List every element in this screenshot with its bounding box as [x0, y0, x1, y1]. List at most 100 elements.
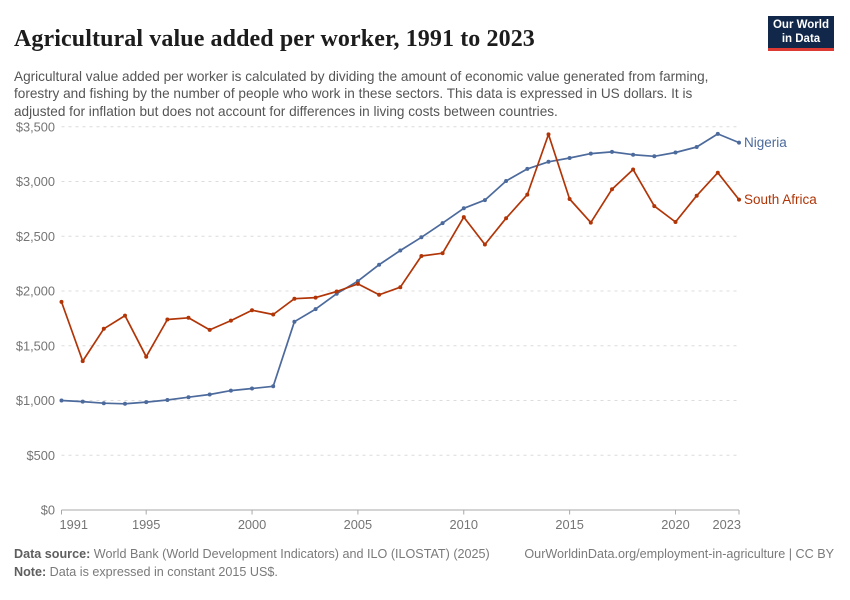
data-point-south-africa[interactable] [80, 359, 85, 364]
owid-logo: Our World in Data [768, 16, 834, 51]
data-point-nigeria[interactable] [292, 319, 297, 324]
data-point-south-africa[interactable] [694, 193, 699, 198]
data-point-nigeria[interactable] [715, 131, 720, 136]
data-point-nigeria[interactable] [398, 248, 403, 253]
data-point-south-africa[interactable] [504, 216, 509, 221]
data-point-nigeria[interactable] [588, 151, 593, 156]
y-axis-label: $2,000 [16, 284, 55, 299]
page-title: Agricultural value added per worker, 199… [14, 26, 535, 53]
note-label: Note: [14, 565, 47, 579]
data-point-nigeria[interactable] [673, 150, 678, 155]
y-axis-label: $1,000 [16, 393, 55, 408]
data-point-south-africa[interactable] [207, 327, 212, 332]
data-source-text: Data source: World Bank (World Developme… [14, 545, 490, 563]
data-point-nigeria[interactable] [59, 398, 64, 403]
data-point-south-africa[interactable] [546, 132, 551, 137]
data-point-south-africa[interactable] [228, 318, 233, 323]
data-source-label: Data source: [14, 547, 91, 561]
data-point-nigeria[interactable] [228, 388, 233, 393]
x-axis-label: 2020 [661, 517, 689, 532]
data-point-nigeria[interactable] [186, 395, 191, 400]
series-label-nigeria[interactable]: Nigeria [744, 135, 787, 150]
footer-source-line: Data source: World Bank (World Developme… [14, 545, 834, 563]
data-point-south-africa[interactable] [334, 289, 339, 294]
data-point-nigeria[interactable] [207, 392, 212, 397]
data-point-nigeria[interactable] [504, 179, 509, 183]
y-axis-label: $1,500 [16, 338, 55, 353]
y-axis-label: $0 [41, 503, 55, 518]
data-point-south-africa[interactable] [419, 254, 424, 258]
data-point-south-africa[interactable] [652, 204, 657, 209]
x-axis-label: 2000 [238, 517, 266, 532]
data-point-south-africa[interactable] [186, 315, 191, 320]
note-value: Data is expressed in constant 2015 US$. [46, 565, 278, 579]
data-point-nigeria[interactable] [419, 235, 424, 240]
data-point-south-africa[interactable] [588, 220, 593, 225]
data-point-nigeria[interactable] [165, 398, 170, 402]
data-point-nigeria[interactable] [461, 206, 466, 211]
owid-url-link[interactable]: OurWorldinData.org/employment-in-agricul… [524, 547, 834, 561]
data-point-nigeria[interactable] [144, 400, 149, 405]
chart-subtitle: Agricultural value added per worker is c… [14, 68, 709, 119]
owid-logo-line1: Our World [772, 19, 829, 31]
data-point-nigeria[interactable] [377, 262, 382, 267]
data-point-south-africa[interactable] [398, 285, 403, 290]
data-point-south-africa[interactable] [673, 220, 678, 224]
data-point-south-africa[interactable] [482, 242, 487, 247]
y-axis-label: $3,500 [16, 119, 55, 134]
data-point-south-africa[interactable] [461, 215, 466, 220]
series-line-south-africa[interactable] [60, 133, 740, 362]
data-point-south-africa[interactable] [631, 167, 636, 172]
data-point-nigeria[interactable] [101, 401, 106, 406]
series-line-nigeria[interactable] [60, 133, 740, 405]
data-point-nigeria[interactable] [546, 159, 551, 164]
series-label-south-africa[interactable]: South Africa [744, 192, 817, 207]
x-axis-label: 2005 [344, 517, 372, 532]
data-point-nigeria[interactable] [80, 399, 85, 404]
x-axis-label: 2015 [555, 517, 583, 532]
data-point-nigeria[interactable] [271, 384, 276, 389]
data-point-south-africa[interactable] [525, 192, 530, 197]
data-point-south-africa[interactable] [292, 296, 297, 301]
data-point-nigeria[interactable] [737, 140, 741, 145]
chart-footer: Data source: World Bank (World Developme… [14, 545, 834, 581]
y-axis-label: $3,000 [16, 174, 55, 189]
data-point-south-africa[interactable] [440, 251, 445, 256]
data-point-nigeria[interactable] [694, 145, 699, 149]
data-point-nigeria[interactable] [482, 198, 487, 203]
footer-note-line: Note: Data is expressed in constant 2015… [14, 563, 834, 581]
data-point-nigeria[interactable] [652, 154, 657, 159]
data-point-south-africa[interactable] [737, 197, 741, 202]
data-point-nigeria[interactable] [567, 156, 572, 160]
data-point-south-africa[interactable] [165, 317, 170, 322]
y-axis-label: $500 [27, 448, 55, 463]
x-axis-label: 1991 [60, 517, 88, 532]
data-point-south-africa[interactable] [355, 281, 360, 286]
data-point-south-africa[interactable] [715, 170, 720, 175]
data-point-south-africa[interactable] [59, 299, 64, 304]
data-point-south-africa[interactable] [271, 312, 276, 317]
data-point-south-africa[interactable] [144, 354, 149, 359]
data-point-south-africa[interactable] [610, 187, 614, 192]
data-point-nigeria[interactable] [610, 149, 614, 154]
data-point-south-africa[interactable] [101, 326, 106, 331]
y-axis-label: $2,500 [16, 229, 55, 244]
data-point-nigeria[interactable] [123, 401, 127, 406]
data-point-south-africa[interactable] [567, 197, 572, 201]
data-source-value: World Bank (World Development Indicators… [90, 547, 490, 561]
data-point-nigeria[interactable] [355, 279, 360, 284]
data-point-nigeria[interactable] [440, 221, 445, 226]
x-axis-label: 1995 [132, 517, 160, 532]
data-point-nigeria[interactable] [313, 307, 318, 312]
data-point-nigeria[interactable] [525, 166, 530, 171]
data-point-south-africa[interactable] [313, 295, 318, 300]
data-point-nigeria[interactable] [250, 386, 254, 391]
data-point-nigeria[interactable] [631, 152, 636, 157]
data-point-south-africa[interactable] [123, 313, 127, 318]
data-point-south-africa[interactable] [250, 308, 254, 313]
x-axis-label: 2010 [450, 517, 478, 532]
line-chart: $0 $500 $1,000 $1,500 $2,000 $2,500 $3,000 $3,5… [16, 119, 817, 532]
data-point-south-africa[interactable] [377, 292, 382, 297]
owid-logo-line2: in Data [781, 33, 821, 45]
